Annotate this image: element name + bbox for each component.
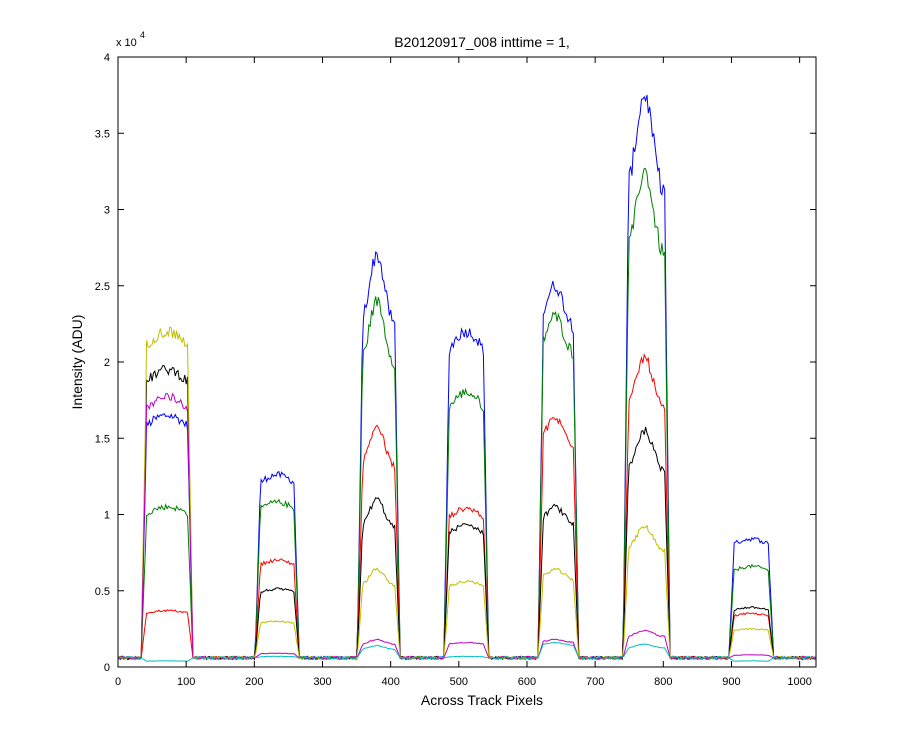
y-tick-label: 3 bbox=[104, 205, 110, 217]
y-axis: 0 0.5 1 1.5 2 2.5 3 3.5 4 bbox=[95, 52, 816, 674]
y-tick-label: 1 bbox=[104, 510, 110, 522]
x-tick-label: 700 bbox=[586, 676, 604, 688]
y-tick-label: 1.5 bbox=[95, 433, 110, 445]
y-tick-label: 4 bbox=[104, 52, 110, 64]
x-tick-label: 0 bbox=[115, 676, 121, 688]
x-tick-label: 1000 bbox=[787, 676, 811, 688]
series-group bbox=[118, 94, 816, 662]
y-tick-label: 0.5 bbox=[95, 586, 110, 598]
x-tick-label: 900 bbox=[722, 676, 740, 688]
x-tick-label: 800 bbox=[654, 676, 672, 688]
x-tick-label: 400 bbox=[381, 676, 399, 688]
y-multiplier-base: x 10 bbox=[116, 37, 137, 49]
x-tick-label: 100 bbox=[177, 676, 195, 688]
x-tick-label: 200 bbox=[245, 676, 263, 688]
x-tick-label: 600 bbox=[518, 676, 536, 688]
y-tick-label: 2 bbox=[104, 357, 110, 369]
x-tick-label: 300 bbox=[313, 676, 331, 688]
y-axis-label: Intensity (ADU) bbox=[69, 315, 85, 410]
x-tick-label: 500 bbox=[450, 676, 468, 688]
y-multiplier-exponent: 4 bbox=[140, 30, 145, 40]
y-tick-label: 0 bbox=[104, 662, 110, 674]
x-axis-label: Across Track Pixels bbox=[421, 692, 543, 708]
y-tick-label: 2.5 bbox=[95, 281, 110, 293]
x-axis: 0 100 200 300 400 500 600 700 800 900 1000 bbox=[115, 57, 812, 688]
series-line-7 bbox=[118, 641, 816, 662]
chart-title: B20120917_008 inttime = 1, bbox=[394, 34, 570, 50]
y-tick-label: 3.5 bbox=[95, 128, 110, 140]
